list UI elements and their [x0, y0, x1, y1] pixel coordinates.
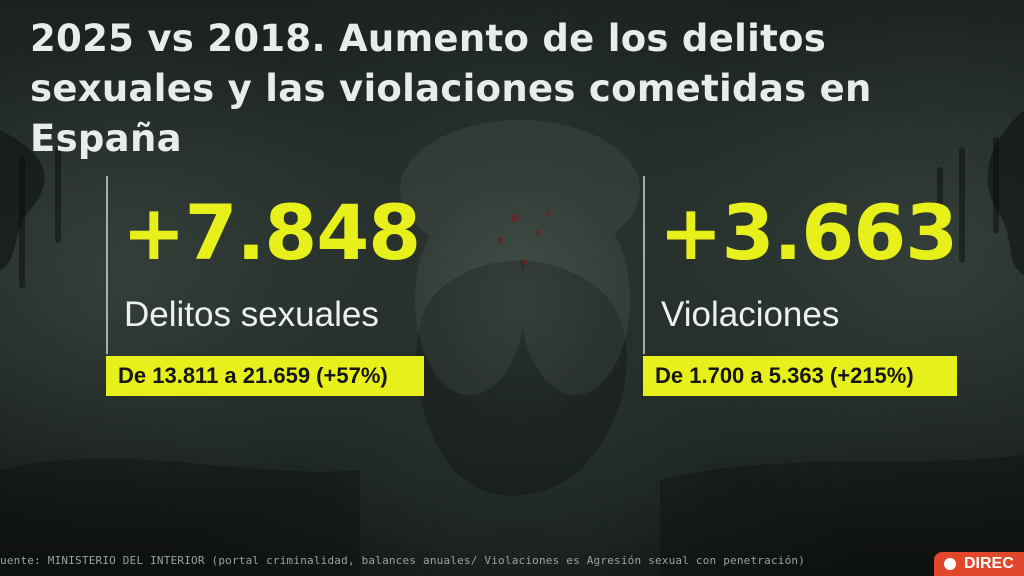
vertical-divider — [643, 176, 645, 354]
live-badge: DIREC — [934, 552, 1024, 576]
stat-label: Violaciones — [661, 295, 840, 334]
live-dot-icon — [944, 558, 956, 570]
stat-detail-badge: De 13.811 a 21.659 (+57%) — [106, 356, 424, 396]
vertical-divider — [106, 176, 108, 354]
stat-label: Delitos sexuales — [124, 295, 379, 334]
stat-value: +3.663 — [659, 188, 958, 277]
stat-sexual-crimes: +7.848 Delitos sexuales De 13.811 a 21.6… — [106, 176, 426, 396]
stat-value: +7.848 — [122, 188, 421, 277]
source-caption: uente: MINISTERIO DEL INTERIOR (portal c… — [0, 554, 806, 567]
stat-rapes: +3.663 Violaciones De 1.700 a 5.363 (+21… — [643, 176, 963, 396]
stat-detail-badge: De 1.700 a 5.363 (+215%) — [643, 356, 957, 396]
live-label: DIREC — [964, 555, 1014, 572]
headline: 2025 vs 2018. Aumento de los delitos sex… — [30, 17, 872, 160]
